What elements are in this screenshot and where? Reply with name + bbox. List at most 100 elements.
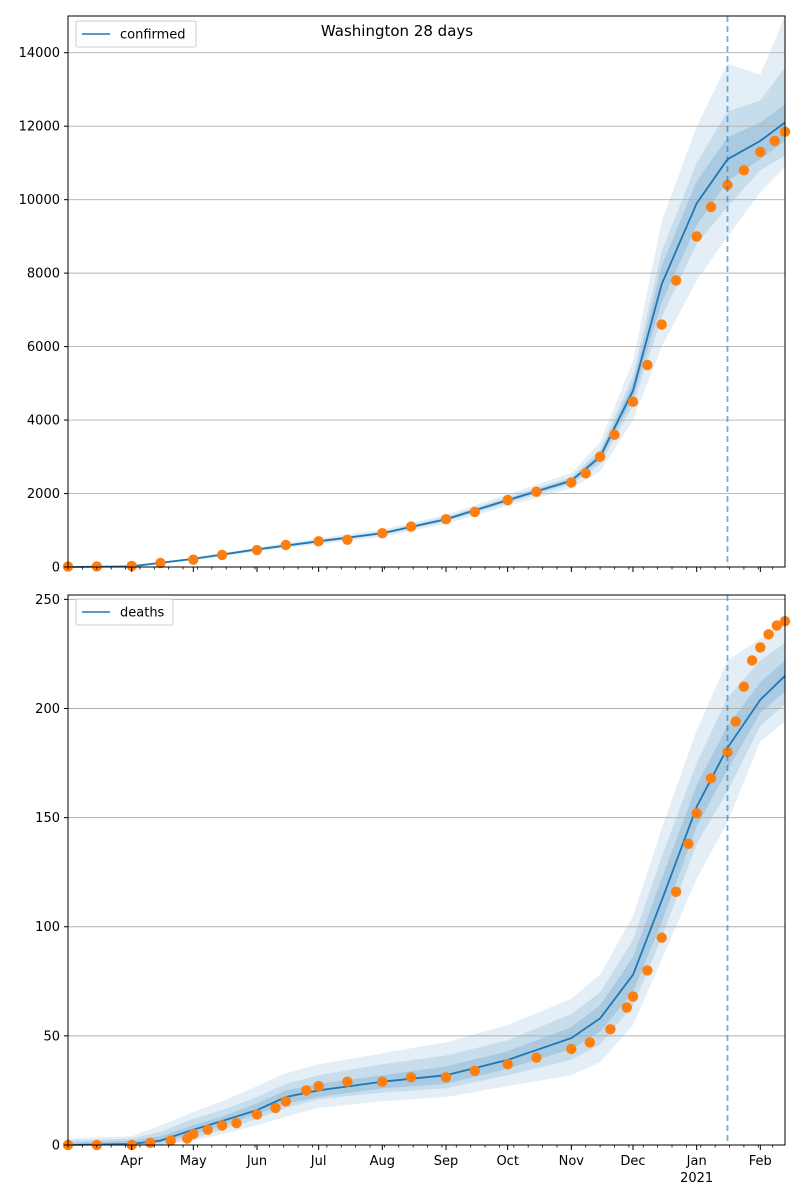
x-tick-label: Dec xyxy=(620,1154,645,1169)
deaths-observed-point xyxy=(755,642,766,653)
deaths-band-2 xyxy=(68,660,785,1145)
x-tick-label: Jan xyxy=(686,1154,707,1169)
chart-title: Washington 28 days xyxy=(321,22,473,40)
confirmed-band-0 xyxy=(68,16,785,567)
deaths-observed-point xyxy=(627,991,639,1002)
confirmed-y-tick-label: 12000 xyxy=(19,120,60,135)
x-tick-label: Jun xyxy=(246,1154,267,1169)
confirmed-observed-point xyxy=(502,494,513,506)
deaths-observed-point xyxy=(656,932,667,943)
deaths-observed-point xyxy=(763,629,774,640)
confirmed-gridlines xyxy=(68,52,785,494)
confirmed-observed-point xyxy=(342,534,353,545)
deaths-observed-point xyxy=(621,1002,632,1013)
confirmed-observed-point xyxy=(188,554,199,565)
deaths-observed-point xyxy=(738,681,750,692)
deaths-panel: 0 50 100 150 200 250 Apr May Jun Jul Aug Sep Oct Nov… xyxy=(35,593,791,1186)
x-tick-label: Oct xyxy=(496,1154,518,1169)
confirmed-observed-point xyxy=(722,179,733,191)
confirmed-x-axis-ticks xyxy=(67,567,774,572)
confirmed-observed-point xyxy=(705,201,717,213)
legend-label-confirmed: confirmed xyxy=(120,28,186,43)
deaths-observed-point xyxy=(691,808,702,819)
deaths-observed-point xyxy=(730,716,741,727)
x-tick-label: May xyxy=(180,1154,207,1169)
deaths-observed-point xyxy=(405,1072,417,1083)
confirmed-plot-frame xyxy=(67,15,786,568)
deaths-observed-point xyxy=(216,1120,228,1131)
deaths-observed-point xyxy=(722,746,733,758)
deaths-y-tick-label: 100 xyxy=(35,920,60,935)
confirmed-legend: confirmed xyxy=(75,20,197,48)
x-tick-label: Apr xyxy=(120,1154,143,1169)
deaths-observed-point xyxy=(313,1080,324,1092)
confirmed-observed-point xyxy=(656,319,667,330)
confirmed-observed-point xyxy=(216,549,228,561)
confirmed-observed-point xyxy=(469,506,480,518)
deaths-observed-point xyxy=(251,1109,263,1120)
deaths-observed-point xyxy=(683,838,694,849)
confirmed-observed-point xyxy=(691,231,702,242)
confirmed-observed-point xyxy=(440,514,452,525)
x-tick-label: Nov xyxy=(559,1154,585,1169)
deaths-gridlines xyxy=(68,598,785,1037)
confirmed-observed-point xyxy=(91,561,103,572)
confirmed-y-tick-label: 10000 xyxy=(19,193,60,208)
deaths-x-axis: Apr May Jun Jul Aug Sep Oct Nov Dec Jan Feb 2021 xyxy=(67,1145,774,1186)
deaths-observed-point xyxy=(584,1037,595,1048)
deaths-observed-point xyxy=(165,1135,176,1146)
deaths-band-1 xyxy=(68,643,785,1145)
confirmed-y-tick-label: 8000 xyxy=(27,267,60,282)
deaths-observed-point xyxy=(502,1059,513,1070)
confirmed-observed-point xyxy=(670,275,682,286)
confirmed-y-axis: 0 2000 4000 6000 8000 10000 12000 14000 xyxy=(19,46,68,576)
confirmed-observed-point xyxy=(769,135,780,147)
confirmed-observed-point xyxy=(313,536,324,547)
confirmed-observed-point xyxy=(738,165,750,176)
deaths-observed-point xyxy=(642,965,653,976)
confirmed-observed-point xyxy=(126,560,137,572)
deaths-observed-point xyxy=(469,1065,480,1077)
deaths-observed-point xyxy=(670,886,682,897)
deaths-band-0 xyxy=(68,621,785,1145)
deaths-legend: deaths xyxy=(75,598,174,626)
deaths-observed-points xyxy=(62,616,791,1151)
deaths-axes-frame xyxy=(67,594,786,1146)
confirmed-y-tick-label: 6000 xyxy=(27,340,60,355)
confirmed-observed-point xyxy=(594,451,606,462)
x-tick-label: Sep xyxy=(434,1154,459,1169)
deaths-y-tick-label: 250 xyxy=(35,593,60,608)
confirmed-y-tick-label: 14000 xyxy=(19,46,60,61)
confirmed-y-tick-label: 0 xyxy=(52,561,60,576)
confirmed-axes-frame xyxy=(67,15,786,568)
deaths-y-tick-label: 200 xyxy=(35,702,60,717)
confirmed-observed-point xyxy=(642,359,653,371)
x-tick-label: Jul xyxy=(310,1154,327,1169)
deaths-y-tick-label: 150 xyxy=(35,811,60,826)
confirmed-observed-point xyxy=(755,146,766,158)
confirmed-uncertainty-bands xyxy=(68,16,785,568)
deaths-observed-point xyxy=(566,1043,577,1055)
x-tick-label: Feb xyxy=(749,1154,772,1169)
x-tick-label: Aug xyxy=(370,1154,395,1169)
confirmed-y-tick-label: 4000 xyxy=(27,414,60,429)
deaths-observed-point xyxy=(605,1024,616,1035)
confirmed-observed-point xyxy=(155,557,166,569)
legend-label-deaths: deaths xyxy=(120,606,165,621)
deaths-plot-frame xyxy=(67,594,786,1146)
deaths-observed-point xyxy=(342,1076,353,1087)
confirmed-band-1 xyxy=(68,67,785,568)
confirmed-observed-point xyxy=(251,544,263,556)
deaths-observed-point xyxy=(202,1124,213,1135)
deaths-observed-point xyxy=(270,1102,281,1114)
confirmed-observed-point xyxy=(627,396,639,407)
deaths-y-tick-label: 0 xyxy=(52,1139,60,1154)
confirmed-observed-point xyxy=(405,521,417,532)
deaths-uncertainty-bands xyxy=(68,621,785,1145)
deaths-observed-point xyxy=(531,1052,542,1063)
confirmed-y-tick-label: 2000 xyxy=(27,487,60,502)
deaths-observed-point xyxy=(771,620,782,631)
deaths-observed-point xyxy=(377,1076,388,1087)
deaths-observed-point xyxy=(280,1096,291,1107)
